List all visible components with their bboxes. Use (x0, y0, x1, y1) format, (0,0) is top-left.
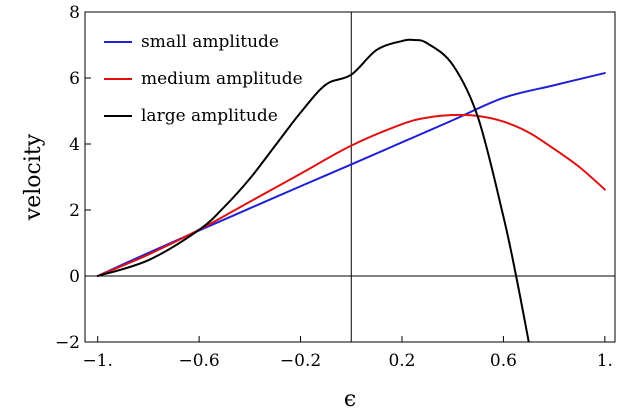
y-tick-label: 6 (69, 69, 80, 89)
series-group (96, 38, 606, 342)
y-tick-label: 8 (69, 3, 80, 23)
y-tick-label: 0 (69, 267, 80, 287)
x-tick-label: −0.6 (178, 351, 219, 371)
x-tick-label: −1. (82, 351, 112, 371)
y-tick-label: 4 (69, 135, 80, 155)
legend-label: medium amplitude (141, 69, 303, 89)
plot-frame (84, 11, 616, 343)
x-tick-label: 0.6 (490, 351, 517, 371)
series-line-medium-amplitude (96, 113, 606, 277)
x-axis-ticks: −1. −0.6 −0.2 0.2 0.6 1. (82, 336, 613, 371)
legend-label: small amplitude (141, 32, 279, 52)
y-tick-label: 2 (69, 201, 80, 221)
x-tick-label: 0.2 (388, 351, 415, 371)
y-axis-ticks: −2 0 2 4 6 8 (55, 3, 91, 353)
y-tick-label: −2 (55, 333, 80, 353)
plot-area (84, 11, 616, 343)
x-tick-label: −0.2 (280, 351, 321, 371)
legend-label: large amplitude (141, 106, 278, 126)
x-axis-label: ϵ (344, 387, 356, 412)
y-axis-label: velocity (21, 133, 46, 221)
x-tick-label: 1. (597, 351, 613, 371)
legend: small amplitude medium amplitude large amp… (104, 32, 303, 126)
series-line-large-amplitude (96, 38, 530, 342)
